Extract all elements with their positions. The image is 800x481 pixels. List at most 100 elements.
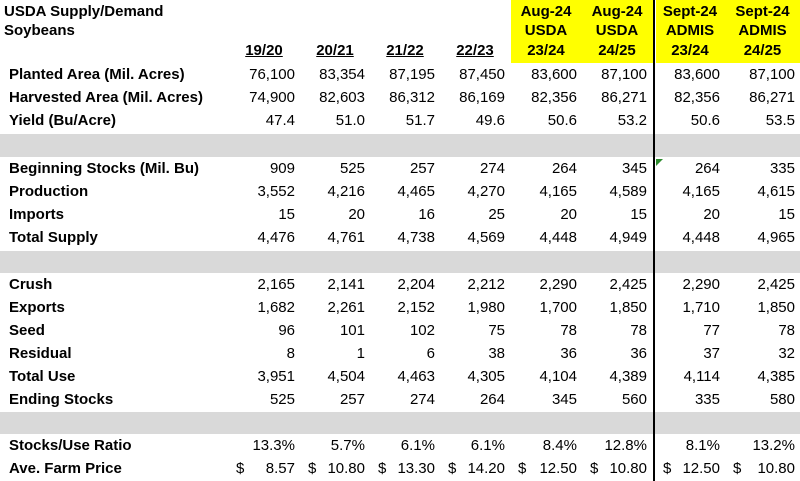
cell: 82,356 — [674, 89, 720, 106]
cell: 4,569 — [467, 229, 505, 246]
column-header: 22/23 — [456, 42, 494, 59]
cell: 8.57 — [265, 460, 295, 477]
column-header: Sept-24 — [662, 3, 718, 20]
cell: 15 — [278, 206, 295, 223]
column-header: 24/25 — [598, 42, 636, 59]
separator — [0, 134, 800, 157]
cell: 3,951 — [257, 368, 295, 385]
cell: 86,312 — [389, 89, 435, 106]
currency: $ — [733, 460, 742, 477]
column-header: Sept-24 — [735, 3, 790, 20]
cell: 25 — [488, 206, 505, 223]
cell: 4,165 — [539, 183, 577, 200]
cell: 5.7% — [330, 437, 365, 454]
cell: 1,710 — [682, 299, 720, 316]
cell: 8.4% — [542, 437, 577, 454]
cell: 264 — [551, 160, 577, 177]
cell: 257 — [409, 160, 435, 177]
highlight — [656, 0, 800, 63]
cell: 1,980 — [467, 299, 505, 316]
row-label: Production — [9, 183, 89, 200]
cell: 2,165 — [257, 276, 295, 293]
column-header: ADMIS — [665, 22, 715, 39]
column-header: ADMIS — [738, 22, 787, 39]
cell: 4,463 — [397, 368, 435, 385]
cell: 86,271 — [749, 89, 795, 106]
cell: 4,385 — [757, 368, 795, 385]
cell: 1 — [356, 345, 365, 362]
cell: 264 — [694, 160, 720, 177]
cell: 525 — [339, 160, 365, 177]
row-label: Harvested Area (Mil. Acres) — [9, 89, 203, 106]
column-header: 23/24 — [671, 42, 709, 59]
highlight — [511, 0, 653, 63]
cell: 4,465 — [397, 183, 435, 200]
row-label: Crush — [9, 276, 53, 293]
cell: 4,476 — [257, 229, 295, 246]
row-label: Ending Stocks — [9, 391, 114, 408]
cell: 6.1% — [400, 437, 435, 454]
cell: 102 — [409, 322, 435, 339]
cell: 909 — [269, 160, 295, 177]
row-label: Exports — [9, 299, 65, 316]
cell: 75 — [488, 322, 505, 339]
cell: 4,949 — [609, 229, 647, 246]
cell: 87,100 — [749, 66, 795, 83]
row-label: Planted Area (Mil. Acres) — [9, 66, 185, 83]
cell: 77 — [703, 322, 720, 339]
cell: 78 — [630, 322, 647, 339]
cell: 49.6 — [475, 112, 505, 129]
cell: 4,761 — [327, 229, 365, 246]
cell: 96 — [278, 322, 295, 339]
cell: 13.3% — [252, 437, 295, 454]
cell: 20 — [703, 206, 720, 223]
cell: 47.4 — [265, 112, 295, 129]
cell: 345 — [551, 391, 577, 408]
cell: 53.2 — [617, 112, 647, 129]
cell: 51.0 — [335, 112, 365, 129]
cell: 4,965 — [757, 229, 795, 246]
cell: 87,450 — [459, 66, 505, 83]
cell: 10.80 — [757, 460, 795, 477]
cell: 4,589 — [609, 183, 647, 200]
cell: 335 — [769, 160, 795, 177]
currency: $ — [590, 460, 599, 477]
cell: 4,305 — [467, 368, 505, 385]
cell: 274 — [409, 391, 435, 408]
cell: 4,216 — [327, 183, 365, 200]
column-header: 20/21 — [316, 42, 354, 59]
cell: 2,152 — [397, 299, 435, 316]
cell: 525 — [269, 391, 295, 408]
currency: $ — [518, 460, 527, 477]
cell: 335 — [694, 391, 720, 408]
cell: 87,195 — [389, 66, 435, 83]
cell: 8 — [286, 345, 295, 362]
column-header: 23/24 — [527, 42, 565, 59]
cell: 3,552 — [257, 183, 295, 200]
cell: 20 — [348, 206, 365, 223]
cell: 78 — [778, 322, 795, 339]
cell: 2,290 — [539, 276, 577, 293]
column-header: 24/25 — [743, 42, 782, 59]
row-label: Seed — [9, 322, 45, 339]
cell: 86,169 — [459, 89, 505, 106]
cell: 345 — [621, 160, 647, 177]
cell: 15 — [630, 206, 647, 223]
cell: 13.2% — [752, 437, 795, 454]
column-header: 19/20 — [245, 42, 283, 59]
comment-marker — [656, 159, 663, 166]
cell: 1,682 — [257, 299, 295, 316]
separator — [0, 412, 800, 434]
cell: 83,354 — [319, 66, 365, 83]
row-label: Total Supply — [9, 229, 98, 246]
cell: 2,204 — [397, 276, 435, 293]
cell: 53.5 — [765, 112, 795, 129]
row-label: Total Use — [9, 368, 76, 385]
column-header: Aug-24 — [591, 3, 643, 20]
cell: 76,100 — [249, 66, 295, 83]
cell: 4,615 — [757, 183, 795, 200]
cell: 4,738 — [397, 229, 435, 246]
row-label: Imports — [9, 206, 65, 223]
currency: $ — [236, 460, 245, 477]
divider — [653, 0, 655, 481]
